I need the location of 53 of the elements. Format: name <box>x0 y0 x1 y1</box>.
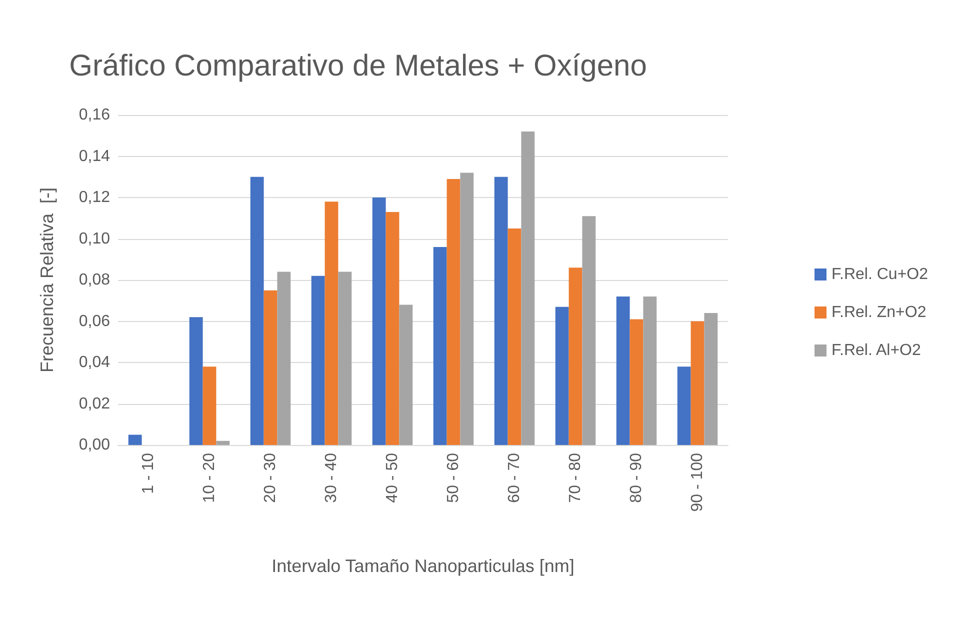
legend-label: F.Rel. Cu+O2 <box>832 266 928 283</box>
x-tick-label: 1 - 10 <box>140 452 157 494</box>
y-tick-label: 0,12 <box>78 189 110 206</box>
x-tick-label: 60 - 70 <box>506 452 523 503</box>
x-axis-title: Intervalo Tamaño Nanoparticulas [nm] <box>272 556 574 576</box>
bar <box>189 317 203 445</box>
x-tick-label: 40 - 50 <box>384 452 401 503</box>
bar <box>494 176 508 445</box>
bar <box>704 313 718 445</box>
bar <box>677 366 691 445</box>
y-tick-label: 0,00 <box>78 436 110 454</box>
bar <box>264 290 278 445</box>
chart-title: Gráfico Comparativo de Metales + Oxígeno <box>69 50 647 82</box>
bar <box>399 304 413 445</box>
x-tick-label: 80 - 90 <box>628 452 645 503</box>
bar <box>446 178 460 445</box>
x-tick-label: 30 - 40 <box>323 452 340 503</box>
bar <box>433 247 447 445</box>
bar <box>582 216 596 445</box>
y-tick-label: 0,06 <box>78 312 110 330</box>
y-tick-label: 0,16 <box>78 106 110 124</box>
bar <box>508 228 522 445</box>
bar <box>460 172 474 445</box>
bar <box>216 440 230 445</box>
bar <box>555 306 569 445</box>
bar <box>690 321 704 445</box>
bar <box>521 132 535 445</box>
bar <box>324 202 338 445</box>
y-tick-label: 0,08 <box>78 272 110 288</box>
bar <box>250 176 264 445</box>
legend-label: F.Rel. Al+O2 <box>832 342 921 359</box>
y-tick-label: 0,14 <box>78 148 110 165</box>
x-tick-label: 10 - 20 <box>201 452 218 503</box>
bar <box>630 319 644 445</box>
bar <box>643 296 657 445</box>
x-tick-label: 70 - 80 <box>567 452 584 503</box>
legend-label: F.Rel. Zn+O2 <box>832 304 926 321</box>
y-tick-label: 0,10 <box>78 230 110 248</box>
y-tick-label: 0,02 <box>78 395 110 412</box>
x-tick-label: 20 - 30 <box>262 452 279 503</box>
bar <box>277 272 291 445</box>
bar <box>372 198 386 445</box>
bar <box>128 434 142 445</box>
y-tick-label: 0,04 <box>78 354 110 371</box>
bar <box>202 366 216 445</box>
bar <box>338 272 352 445</box>
y-axis-title: Frecuencia Relativa [-] <box>37 187 57 373</box>
bar <box>386 212 400 445</box>
x-tick-label: 90 - 100 <box>689 452 706 512</box>
bar <box>616 296 630 445</box>
x-tick-label: 50 - 60 <box>445 452 462 503</box>
bar <box>568 268 582 445</box>
bar <box>311 276 325 445</box>
